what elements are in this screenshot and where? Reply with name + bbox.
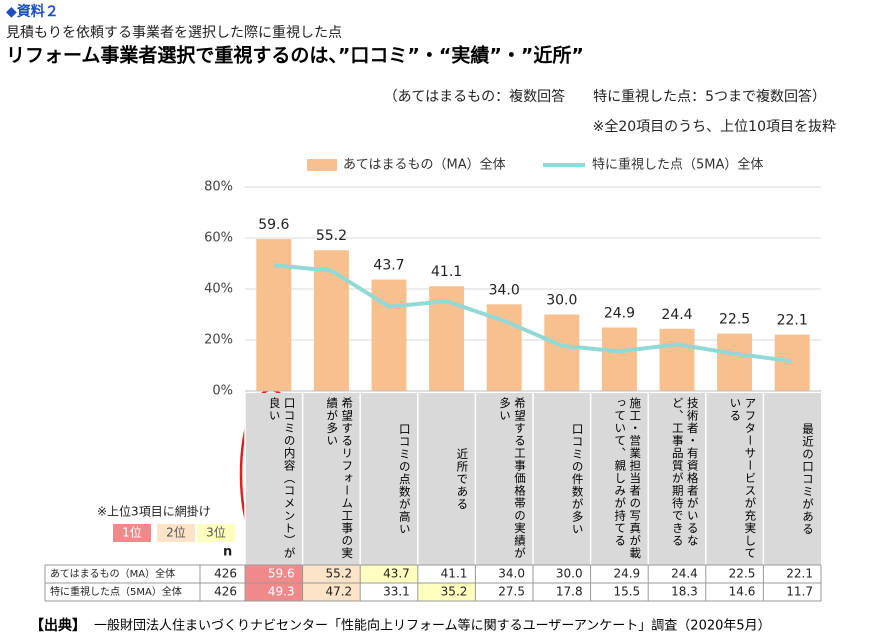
- x-tick-label: 希望する工事価格帯の実績が多い: [497, 397, 527, 560]
- bar: [601, 327, 637, 391]
- source-tag: 【出典】: [30, 617, 86, 634]
- y-tick-label: 20%: [204, 333, 233, 348]
- bar: [659, 328, 695, 391]
- x-tick-label: 口コミの件数が多い: [570, 423, 585, 536]
- table-cell: 11.7: [786, 585, 813, 599]
- table-cell: 33.1: [383, 585, 410, 599]
- x-tick-label: 最近の口コミがある: [800, 423, 815, 536]
- n-header: n: [223, 545, 232, 560]
- rank-cell: [360, 565, 418, 583]
- table-cell: 59.6: [268, 567, 295, 581]
- table-cell: 14.6: [729, 585, 756, 599]
- chart-title: リフォーム事業者選択で重視するのは、”口コミ”・“実績”・”近所”: [6, 44, 584, 67]
- row-label: あてはまるもの（MA）全体: [50, 567, 175, 580]
- source: 一般財団法人住まいづくりナビセンター「性能向上リフォーム等に関するユーザーアンケ…: [94, 618, 771, 634]
- data-label: 24.4: [661, 307, 692, 323]
- n-cell: 426: [214, 567, 237, 581]
- rank-swatch: [157, 524, 195, 542]
- note: （あてはまるもの：複数回答 特に重視した点：5つまで複数回答）: [384, 88, 826, 105]
- rank-note: ※上位3項目に網掛け: [97, 504, 211, 519]
- x-tick-label: 施工・営業担当者の写真が載っていて、親しみが持てる: [613, 397, 643, 560]
- legend-label: 特に重視した点（5MA）全体: [592, 157, 763, 173]
- x-tick-label: 口コミの内容（コメント）が良い: [267, 397, 297, 560]
- x-tick-label: 近所である: [455, 448, 470, 511]
- bar: [256, 239, 292, 391]
- table-cell: 43.7: [383, 567, 410, 581]
- table-cell: 15.5: [613, 585, 640, 599]
- table-cell: 24.9: [613, 567, 640, 581]
- data-label: 34.0: [489, 282, 520, 298]
- x-tick-label: 口コミの点数が高い: [397, 423, 412, 536]
- table-cell: 49.3: [268, 585, 295, 599]
- rank-cell: [302, 583, 361, 601]
- table-cell: 22.1: [786, 567, 813, 581]
- data-label: 55.2: [316, 228, 347, 244]
- x-tick-label: 希望するリフォーム工事の実績が多い: [325, 397, 355, 560]
- bar: [544, 314, 580, 391]
- rank-swatch: [197, 524, 235, 542]
- y-tick-label: 40%: [204, 282, 233, 297]
- bar: [717, 333, 753, 391]
- bar: [371, 279, 407, 391]
- table-cell: 27.5: [498, 585, 525, 599]
- badge: ◆資料２: [6, 3, 59, 20]
- table-cell: 17.8: [556, 585, 583, 599]
- table-cell: 41.1: [441, 567, 468, 581]
- table-cell: 47.2: [325, 585, 352, 599]
- data-label: 22.5: [719, 312, 750, 328]
- rank-cell: [302, 565, 361, 583]
- subtitle: 見積もりを依頼する事業者を選択した際に重視した点: [6, 25, 342, 41]
- table-cell: 34.0: [498, 567, 525, 581]
- legend-label: あてはまるもの（MA）全体: [343, 157, 506, 173]
- y-tick-label: 60%: [204, 231, 233, 246]
- rank-label: 3位: [206, 525, 226, 540]
- data-label: 43.7: [373, 258, 404, 274]
- data-label: 30.0: [546, 293, 577, 309]
- row-label: 特に重視した点（5MA）全体: [50, 585, 182, 598]
- data-label: 59.6: [258, 217, 289, 233]
- data-label: 22.1: [777, 313, 808, 329]
- rank-swatch: [113, 524, 151, 542]
- table-cell: 24.4: [671, 567, 698, 581]
- y-tick-label: 0%: [212, 384, 233, 399]
- rank-cell: [417, 583, 476, 601]
- table-cell: 35.2: [441, 585, 468, 599]
- table-cell: 55.2: [325, 567, 352, 581]
- legend-swatch: [307, 159, 337, 171]
- rank-cell: [245, 583, 303, 601]
- rank-label: 2位: [166, 525, 186, 540]
- table-cell: 30.0: [556, 567, 583, 581]
- data-label: 24.9: [604, 306, 635, 322]
- y-tick-label: 80%: [204, 180, 233, 195]
- note: ※全20項目のうち、上位10項目を抜粋: [593, 118, 836, 135]
- n-cell: 426: [214, 585, 237, 599]
- data-label: 41.1: [431, 264, 462, 280]
- x-tick-label: アフターサービスが充実している: [728, 397, 758, 560]
- line: [273, 263, 793, 364]
- table-cell: 18.3: [671, 585, 698, 599]
- table-cell: 22.5: [729, 567, 756, 581]
- bar: [313, 250, 349, 391]
- rank-cell: [245, 565, 303, 583]
- rank-label: 1位: [122, 525, 142, 540]
- bar: [774, 334, 810, 391]
- x-tick-label: 技術者・有資格者がいるなど、工事品質が期待できる: [670, 397, 700, 547]
